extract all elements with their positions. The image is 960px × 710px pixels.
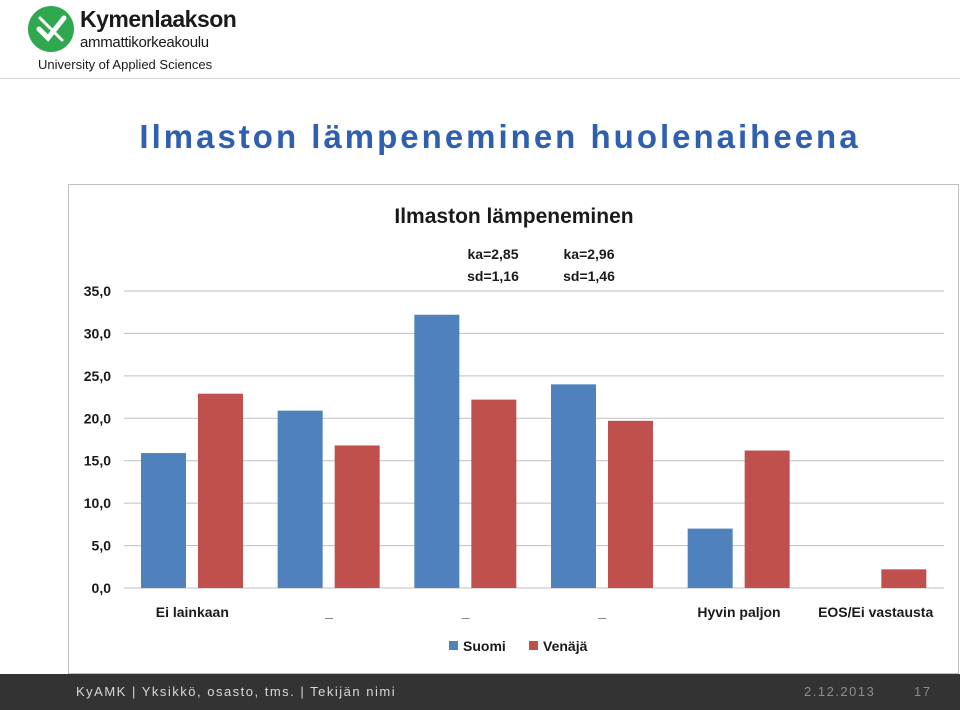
page-number: 17 xyxy=(914,684,932,699)
y-tick-label: 25,0 xyxy=(84,368,111,384)
bar-venj-5 xyxy=(881,569,927,588)
bar-suomi-1 xyxy=(277,410,323,588)
bar-venj-0 xyxy=(198,393,243,588)
x-tick-label: _ xyxy=(461,604,470,620)
footer-date: 2.12.2013 xyxy=(804,684,876,699)
y-tick-label: 5,0 xyxy=(92,538,112,554)
x-tick-label: Hyvin paljon xyxy=(697,604,780,620)
header-divider xyxy=(0,78,960,79)
bar-venj-3 xyxy=(608,420,653,588)
bar-suomi-2 xyxy=(414,314,460,588)
legend-label: Suomi xyxy=(463,638,506,654)
y-tick-label: 10,0 xyxy=(84,495,111,511)
footer-bar: KyAMK | Yksikkö, osasto, tms. | Tekijän … xyxy=(0,674,960,710)
slide-header: Kymenlaakson ammattikorkeakoulu Universi… xyxy=(0,0,960,80)
y-tick-label: 20,0 xyxy=(84,410,111,426)
y-tick-label: 35,0 xyxy=(84,283,111,299)
legend-swatch xyxy=(449,641,458,650)
bar-suomi-4 xyxy=(687,528,733,588)
y-tick-label: 30,0 xyxy=(84,325,111,341)
stat-sd-1: sd=1,46 xyxy=(563,268,615,284)
logo-subtitle: ammattikorkeakoulu xyxy=(80,34,209,51)
legend-swatch xyxy=(529,641,538,650)
footer-text: KyAMK | Yksikkö, osasto, tms. | Tekijän … xyxy=(76,684,397,699)
bar-venj-1 xyxy=(334,445,380,588)
slide-title: Ilmaston lämpeneminen huolenaiheena xyxy=(139,118,861,155)
x-tick-label: _ xyxy=(324,604,333,620)
x-tick-label: _ xyxy=(597,604,606,620)
logo-tagline: University of Applied Sciences xyxy=(38,57,213,72)
logo-name: Kymenlaakson xyxy=(80,6,237,32)
y-tick-label: 0,0 xyxy=(92,580,112,596)
bar-suomi-0 xyxy=(141,453,186,588)
chart-title: Ilmaston lämpeneminen xyxy=(394,205,633,228)
stat-mean-0: ka=2,85 xyxy=(468,246,519,262)
chart-frame: Ilmaston lämpeneminen ka=2,85 sd=1,16 ka=2,… xyxy=(68,184,959,674)
bar-suomi-3 xyxy=(551,384,596,588)
stat-sd-0: sd=1,16 xyxy=(467,268,519,284)
y-tick-label: 15,0 xyxy=(84,453,111,469)
stat-mean-1: ka=2,96 xyxy=(564,246,615,262)
bar-venj-4 xyxy=(744,450,790,588)
bar-venj-2 xyxy=(471,399,517,588)
legend-label: Venäjä xyxy=(543,638,588,654)
x-tick-label: Ei lainkaan xyxy=(156,604,229,620)
bar-chart: Ilmaston lämpeneminen ka=2,85 sd=1,16 ka=2,… xyxy=(84,205,944,654)
x-tick-label: EOS/Ei vastausta xyxy=(818,604,933,620)
kyamk-logo-icon xyxy=(28,6,74,52)
